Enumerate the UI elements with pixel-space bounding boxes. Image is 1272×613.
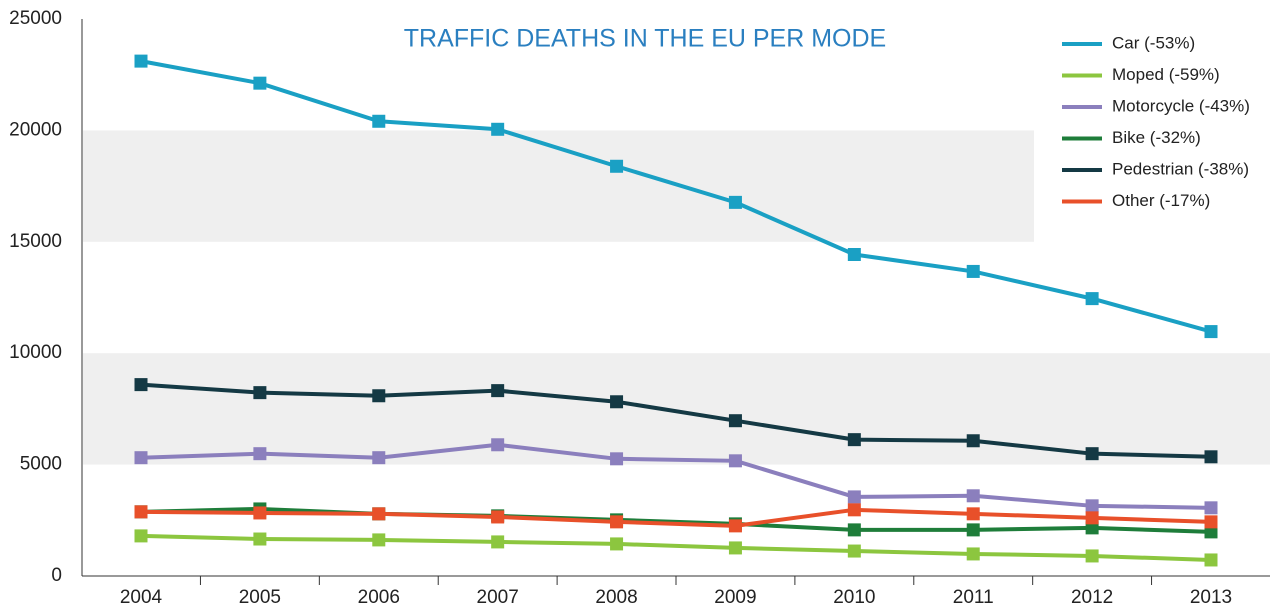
x-tick-label: 2013 (1190, 587, 1232, 608)
series-line (140, 442, 1212, 510)
grid-band (83, 353, 1270, 465)
x-tick-label: 2008 (595, 587, 637, 608)
data-point (1204, 325, 1218, 339)
data-point (1085, 447, 1099, 461)
data-point (610, 515, 624, 529)
data-point (610, 159, 624, 173)
x-tick-label: 2011 (953, 587, 994, 608)
chart-title: TRAFFIC DEATHS IN THE EU PER MODE (404, 25, 886, 53)
series-line (140, 507, 1212, 528)
series-line (140, 533, 1212, 562)
data-point (1204, 525, 1218, 539)
series-line (140, 59, 1212, 334)
data-point (847, 523, 861, 537)
data-point (847, 490, 861, 504)
data-point (966, 507, 980, 521)
data-point (728, 414, 742, 428)
data-point (253, 506, 267, 520)
data-point (372, 507, 386, 521)
legend-label: Pedestrian (-38%) (1112, 159, 1249, 178)
data-point (253, 447, 267, 461)
y-tick-label: 10000 (9, 342, 62, 363)
data-point (966, 547, 980, 561)
legend-label: Moped (-59%) (1112, 65, 1220, 84)
data-point (372, 389, 386, 403)
data-point (253, 76, 267, 90)
data-point (1085, 292, 1099, 306)
series-line (140, 382, 1212, 459)
y-tick-label: 20000 (9, 119, 62, 140)
y-tick-label: 5000 (20, 454, 62, 475)
data-point (1085, 499, 1099, 513)
y-tick-label: 15000 (9, 231, 62, 252)
data-point (847, 503, 861, 517)
data-point (728, 519, 742, 533)
data-point (491, 122, 505, 136)
x-tick-label: 2010 (833, 587, 875, 608)
x-tick-label: 2007 (477, 587, 519, 608)
data-point (1204, 515, 1218, 529)
data-point (728, 454, 742, 468)
data-point (610, 395, 624, 409)
data-point (491, 510, 505, 524)
data-point (1204, 553, 1218, 567)
y-tick-label: 25000 (9, 8, 62, 29)
legend-label: Bike (-32%) (1112, 128, 1201, 147)
y-tick-label: 0 (51, 565, 62, 586)
data-point (491, 535, 505, 549)
series-line (140, 506, 1212, 534)
data-point (728, 195, 742, 209)
data-point (847, 433, 861, 447)
data-point (1204, 450, 1218, 464)
data-point (134, 505, 148, 519)
data-point (491, 438, 505, 452)
data-point (1085, 511, 1099, 525)
data-point (372, 114, 386, 128)
data-point (728, 541, 742, 555)
data-point (1085, 521, 1099, 535)
legend-label: Motorcycle (-43%) (1112, 96, 1250, 115)
data-point (491, 384, 505, 398)
data-point (253, 386, 267, 400)
data-point (610, 537, 624, 551)
data-point (1085, 549, 1099, 563)
data-point (372, 533, 386, 547)
data-point (1204, 501, 1218, 515)
data-point (372, 451, 386, 465)
x-tick-label: 2012 (1071, 587, 1113, 608)
data-point (134, 529, 148, 543)
data-point (966, 264, 980, 278)
legend-background (1034, 15, 1272, 243)
x-tick-label: 2005 (239, 587, 281, 608)
data-point (134, 451, 148, 465)
x-tick-label: 2009 (714, 587, 756, 608)
data-point (847, 247, 861, 261)
data-point (610, 452, 624, 466)
data-point (966, 434, 980, 448)
data-point (966, 523, 980, 537)
data-point (134, 54, 148, 68)
legend-label: Car (-53%) (1112, 33, 1195, 52)
data-point (966, 489, 980, 503)
data-point (253, 532, 267, 546)
data-point (847, 544, 861, 558)
legend-label: Other (-17%) (1112, 191, 1210, 210)
x-tick-label: 2006 (358, 587, 400, 608)
x-tick-label: 2004 (120, 587, 163, 608)
data-point (134, 378, 148, 392)
